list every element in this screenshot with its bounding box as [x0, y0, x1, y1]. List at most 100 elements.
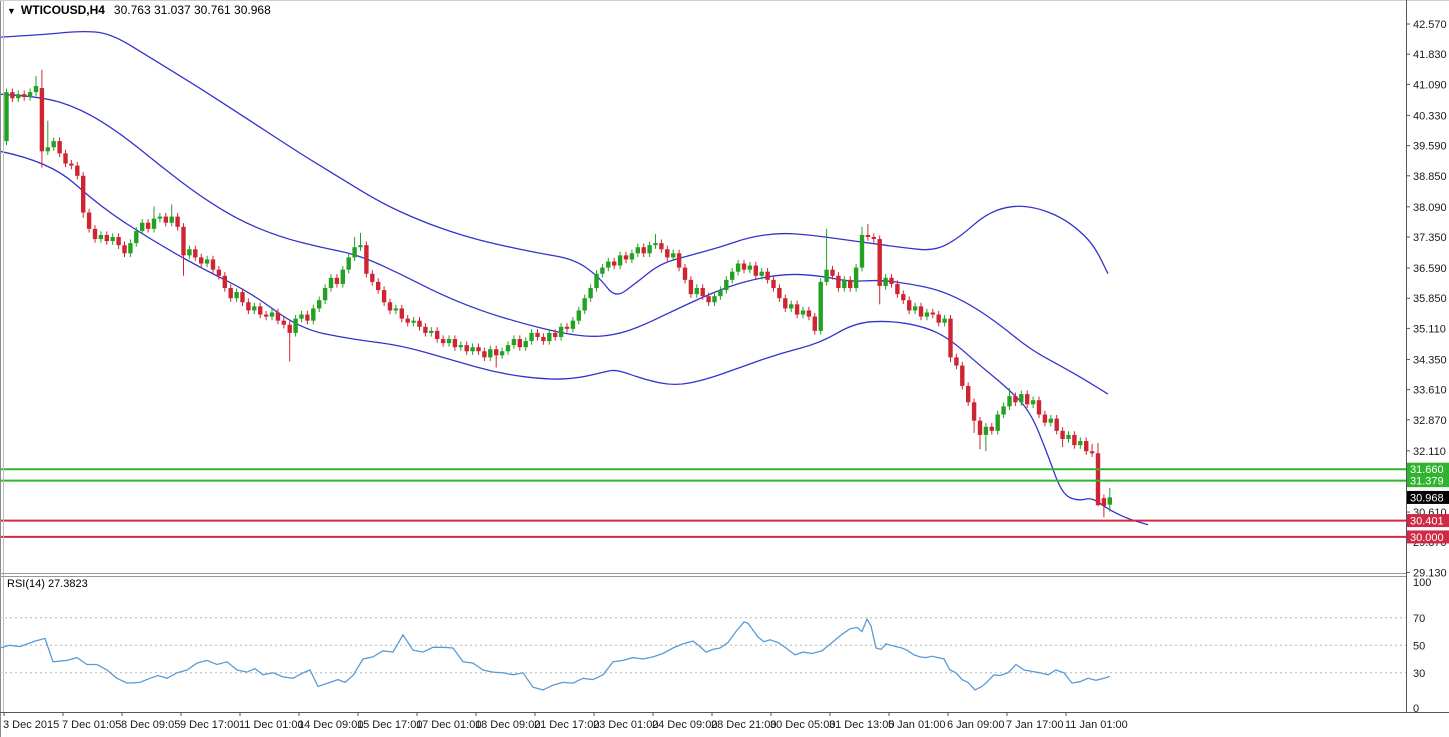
candle-body — [830, 269, 835, 276]
candle-body — [971, 402, 977, 421]
candle-body — [187, 249, 192, 256]
candle-body — [564, 326, 570, 329]
candle-body — [688, 279, 694, 295]
candle-body — [517, 339, 522, 348]
time-axis-label: 8 Dec 09:05 — [121, 719, 180, 731]
candle-body — [848, 279, 853, 289]
candle-body — [134, 230, 139, 244]
candle-body — [1042, 414, 1048, 423]
candle-body — [529, 332, 534, 342]
candlestick-series[interactable] — [4, 69, 1112, 518]
candle-body — [63, 153, 68, 164]
candle-body — [523, 341, 528, 348]
candle-body — [22, 94, 27, 98]
collapse-arrow-icon[interactable]: ▼ — [7, 6, 16, 16]
candle-body — [582, 298, 587, 311]
candle-body — [594, 273, 599, 289]
candle-body — [175, 216, 180, 227]
candle-body — [405, 318, 410, 323]
time-axis-label: 9 Dec 17:00 — [180, 719, 239, 731]
candle-body — [411, 320, 416, 323]
price-badge-text: 30.000 — [1410, 532, 1444, 544]
time-axis-label: 31 Dec 13:00 — [829, 719, 894, 731]
price-badge: 31.379 — [1407, 474, 1449, 488]
candle-body — [317, 300, 322, 309]
time-axis-label: 28 Dec 21:00 — [711, 719, 776, 731]
candle-body — [281, 320, 286, 325]
candle-body — [429, 330, 434, 333]
candle-body — [1078, 441, 1083, 446]
candle-body — [570, 320, 576, 329]
price-axis-label: 35.110 — [1413, 323, 1446, 335]
candle-body — [75, 165, 80, 176]
candle-body — [81, 175, 86, 213]
candle-body — [1025, 394, 1030, 405]
candle-body — [199, 257, 204, 264]
candle-body — [936, 314, 941, 323]
candle-body — [600, 267, 605, 274]
time-axis-label: 11 Jan 01:00 — [1065, 719, 1128, 731]
candle-body — [193, 249, 198, 258]
price-axis-label: 35.850 — [1413, 293, 1447, 305]
candle-body — [877, 239, 882, 286]
candle-body — [812, 316, 817, 331]
candle-body — [482, 351, 487, 358]
candle-body — [671, 253, 676, 258]
candle-body — [983, 426, 989, 435]
candle-body — [435, 330, 440, 340]
candle-body — [346, 257, 351, 270]
candle-body — [824, 269, 829, 282]
candle-body — [871, 237, 876, 240]
price-badge: 30.968 — [1407, 490, 1449, 504]
time-axis-label: 21 Dec 17:00 — [534, 719, 599, 731]
candle-body — [1054, 418, 1059, 431]
candle-body — [635, 247, 640, 254]
candle-body — [800, 310, 806, 315]
candle-body — [258, 306, 263, 315]
candle-body — [753, 265, 758, 276]
candle-body — [86, 212, 92, 229]
candle-body — [553, 332, 558, 337]
candle-body — [883, 277, 888, 286]
time-axis-label: 7 Dec 01:05 — [62, 719, 121, 731]
price-badge-bg — [1407, 462, 1449, 476]
candle-body — [794, 304, 800, 315]
time-axis-label: 24 Dec 09:00 — [652, 719, 717, 731]
candle-body — [718, 290, 723, 297]
candle-body — [252, 306, 257, 311]
rsi-pane[interactable]: 100 70 50 30 0 — [0, 577, 1431, 715]
candle-body — [547, 332, 552, 342]
candle-body — [381, 290, 387, 303]
candle-body — [499, 351, 505, 356]
candle-body — [376, 281, 381, 291]
candle-body — [676, 253, 682, 268]
candle-body — [730, 271, 735, 280]
candle-body — [110, 237, 115, 242]
candle-body — [853, 267, 859, 289]
candle-body — [263, 314, 269, 317]
candle-body — [535, 332, 540, 337]
candle-body — [777, 288, 782, 299]
candle-body — [706, 296, 711, 303]
time-axis-label: 14 Dec 09:00 — [298, 719, 363, 731]
candle-body — [470, 347, 475, 352]
candle-body — [541, 336, 546, 342]
candle-body — [163, 216, 168, 223]
candle-body — [458, 345, 463, 348]
candle-body — [741, 263, 747, 270]
candle-body — [641, 247, 646, 254]
candle-body — [771, 279, 776, 289]
candle-body — [358, 245, 363, 248]
price-badge-text: 31.379 — [1410, 476, 1444, 488]
price-axis-label: 42.570 — [1413, 19, 1447, 31]
bollinger-bands — [0, 30, 1149, 526]
candle-body — [387, 302, 393, 311]
candle-body — [930, 312, 935, 315]
bb-upper-band — [0, 30, 1109, 295]
candle-body — [370, 273, 375, 282]
time-axis-label: 7 Jan 17:00 — [1006, 719, 1064, 731]
candle-body — [558, 326, 564, 337]
